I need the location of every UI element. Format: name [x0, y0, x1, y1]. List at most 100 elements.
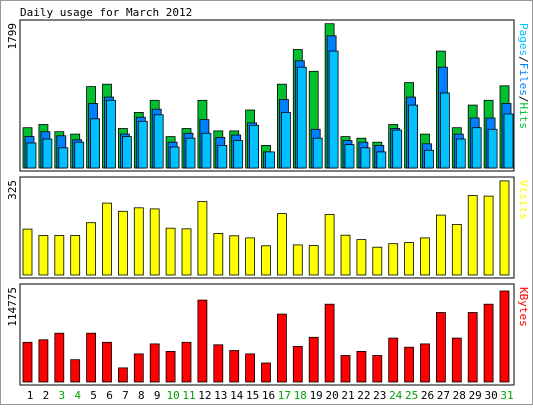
bar-visits-day-14	[229, 235, 240, 276]
bar-kbytes-day-5	[86, 332, 96, 383]
bar-pages-day-11	[185, 137, 196, 169]
bar-pages-day-4	[74, 141, 85, 169]
bar-visits-day-5	[86, 222, 96, 276]
day-label-7: 7	[122, 389, 129, 402]
bar-kbytes-day-31	[499, 290, 510, 383]
ylabel-sep-1: /	[517, 56, 530, 63]
bar-kbytes-day-24	[388, 337, 399, 383]
bar-visits-day-21	[340, 234, 351, 276]
day-label-27: 27	[437, 389, 450, 402]
bar-kbytes-day-22	[356, 350, 367, 383]
bar-pages-day-31	[503, 113, 514, 169]
bar-pages-day-3	[58, 147, 69, 169]
bar-visits-day-20	[324, 214, 335, 276]
chart-marks	[22, 23, 514, 383]
bar-pages-day-26	[424, 149, 434, 169]
day-label-1: 1	[27, 389, 34, 402]
bar-pages-day-19	[312, 137, 323, 169]
bar-pages-day-25	[408, 104, 419, 169]
bar-visits-day-15	[245, 237, 256, 276]
bar-visits-day-4	[70, 235, 81, 276]
day-label-6: 6	[106, 389, 113, 402]
day-label-5: 5	[90, 389, 97, 402]
bar-visits-day-7	[118, 210, 128, 276]
day-label-13: 13	[214, 389, 227, 402]
bar-kbytes-day-27	[435, 312, 446, 383]
bar-kbytes-day-6	[102, 341, 112, 383]
day-label-30: 30	[484, 389, 497, 402]
bar-kbytes-day-9	[149, 343, 160, 383]
bar-kbytes-day-12	[197, 299, 208, 383]
bar-visits-day-22	[356, 239, 367, 276]
bar-kbytes-day-3	[54, 332, 65, 383]
bar-pages-day-22	[360, 147, 371, 169]
bar-pages-day-15	[249, 124, 260, 169]
bar-visits-day-30	[483, 195, 494, 276]
bar-visits-day-3	[54, 235, 65, 276]
bar-pages-day-10	[169, 146, 180, 169]
day-label-3: 3	[58, 389, 65, 402]
bar-kbytes-day-7	[118, 367, 128, 383]
ylabel-pages-part: Pages	[517, 23, 530, 56]
bar-visits-day-13	[213, 233, 224, 276]
day-label-26: 26	[421, 389, 434, 402]
bar-pages-day-18	[296, 66, 307, 169]
bar-pages-day-12	[201, 132, 212, 169]
ylabel-sep-2: /	[517, 96, 530, 103]
bar-visits-day-10	[165, 227, 176, 276]
day-label-8: 8	[138, 389, 145, 402]
bar-pages-day-7	[122, 136, 132, 169]
bar-kbytes-day-21	[340, 355, 351, 383]
ymax-label-kbytes: 114775	[6, 287, 19, 327]
day-label-17: 17	[278, 389, 291, 402]
bar-visits-day-31	[499, 180, 510, 276]
day-label-21: 21	[341, 389, 354, 402]
day-label-23: 23	[373, 389, 386, 402]
bar-kbytes-day-15	[245, 353, 256, 383]
bar-visits-day-29	[467, 195, 478, 276]
bar-pages-day-29	[471, 127, 482, 169]
bar-kbytes-day-28	[451, 337, 462, 383]
bar-kbytes-day-4	[70, 359, 81, 383]
bar-kbytes-day-29	[467, 312, 478, 383]
day-label-10: 10	[166, 389, 179, 402]
ylabel-hits-part: Hits	[517, 103, 530, 130]
bar-visits-day-17	[276, 213, 287, 276]
bar-kbytes-day-17	[276, 313, 287, 383]
ymax-label-hits: 1799	[6, 23, 19, 50]
bar-pages-day-17	[280, 112, 291, 169]
bar-pages-day-8	[137, 120, 148, 169]
day-labels: 1 2 3 4 5 6 7 8 9 10 11 12 13 14 15 16 17 18 19 20 21 22 23 24 2…	[27, 389, 514, 402]
day-label-24: 24	[389, 389, 403, 402]
day-label-15: 15	[246, 389, 259, 402]
bar-kbytes-day-13	[213, 344, 224, 383]
ylabel-hits: Pages/Files/Hits	[517, 23, 530, 129]
bar-pages-day-30	[487, 128, 498, 169]
bar-kbytes-day-25	[404, 346, 415, 383]
ylabel-kbytes: KBytes	[517, 287, 530, 327]
day-label-4: 4	[74, 389, 81, 402]
day-label-29: 29	[469, 389, 482, 402]
bar-visits-day-24	[388, 243, 399, 276]
day-label-28: 28	[453, 389, 466, 402]
bar-visits-day-1	[22, 228, 33, 276]
day-label-25: 25	[405, 389, 418, 402]
day-label-22: 22	[357, 389, 370, 402]
bar-pages-day-21	[344, 144, 355, 169]
bar-pages-day-2	[42, 138, 53, 169]
bar-kbytes-day-1	[22, 341, 33, 383]
day-label-18: 18	[294, 389, 307, 402]
bar-pages-day-1	[26, 142, 37, 169]
bar-kbytes-day-23	[372, 355, 383, 383]
bar-kbytes-day-18	[292, 345, 303, 383]
bar-kbytes-day-11	[181, 341, 192, 383]
bar-visits-day-25	[404, 242, 415, 276]
bar-visits-day-28	[451, 223, 462, 276]
bar-pages-day-9	[153, 114, 164, 169]
bar-visits-day-26	[420, 237, 430, 276]
bar-visits-day-23	[372, 246, 383, 276]
day-label-19: 19	[310, 389, 323, 402]
bar-visits-day-2	[38, 235, 49, 276]
bar-visits-day-12	[197, 201, 208, 276]
